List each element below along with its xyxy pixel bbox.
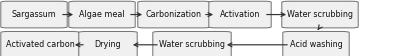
FancyBboxPatch shape <box>69 1 135 28</box>
Text: Activation: Activation <box>220 10 260 19</box>
Text: Sargassum: Sargassum <box>12 10 56 19</box>
Text: Water scrubbing: Water scrubbing <box>159 40 225 49</box>
Text: Carbonization: Carbonization <box>146 10 202 19</box>
FancyBboxPatch shape <box>283 31 349 56</box>
FancyBboxPatch shape <box>138 1 210 28</box>
FancyBboxPatch shape <box>209 1 271 28</box>
Text: Algae meal: Algae meal <box>79 10 125 19</box>
FancyBboxPatch shape <box>282 1 358 28</box>
FancyBboxPatch shape <box>153 31 231 56</box>
Text: Drying: Drying <box>95 40 121 49</box>
Text: Activated carbon: Activated carbon <box>6 40 74 49</box>
Text: Acid washing: Acid washing <box>290 40 342 49</box>
FancyBboxPatch shape <box>79 31 137 56</box>
FancyBboxPatch shape <box>1 31 79 56</box>
FancyBboxPatch shape <box>1 1 67 28</box>
Text: Water scrubbing: Water scrubbing <box>287 10 353 19</box>
